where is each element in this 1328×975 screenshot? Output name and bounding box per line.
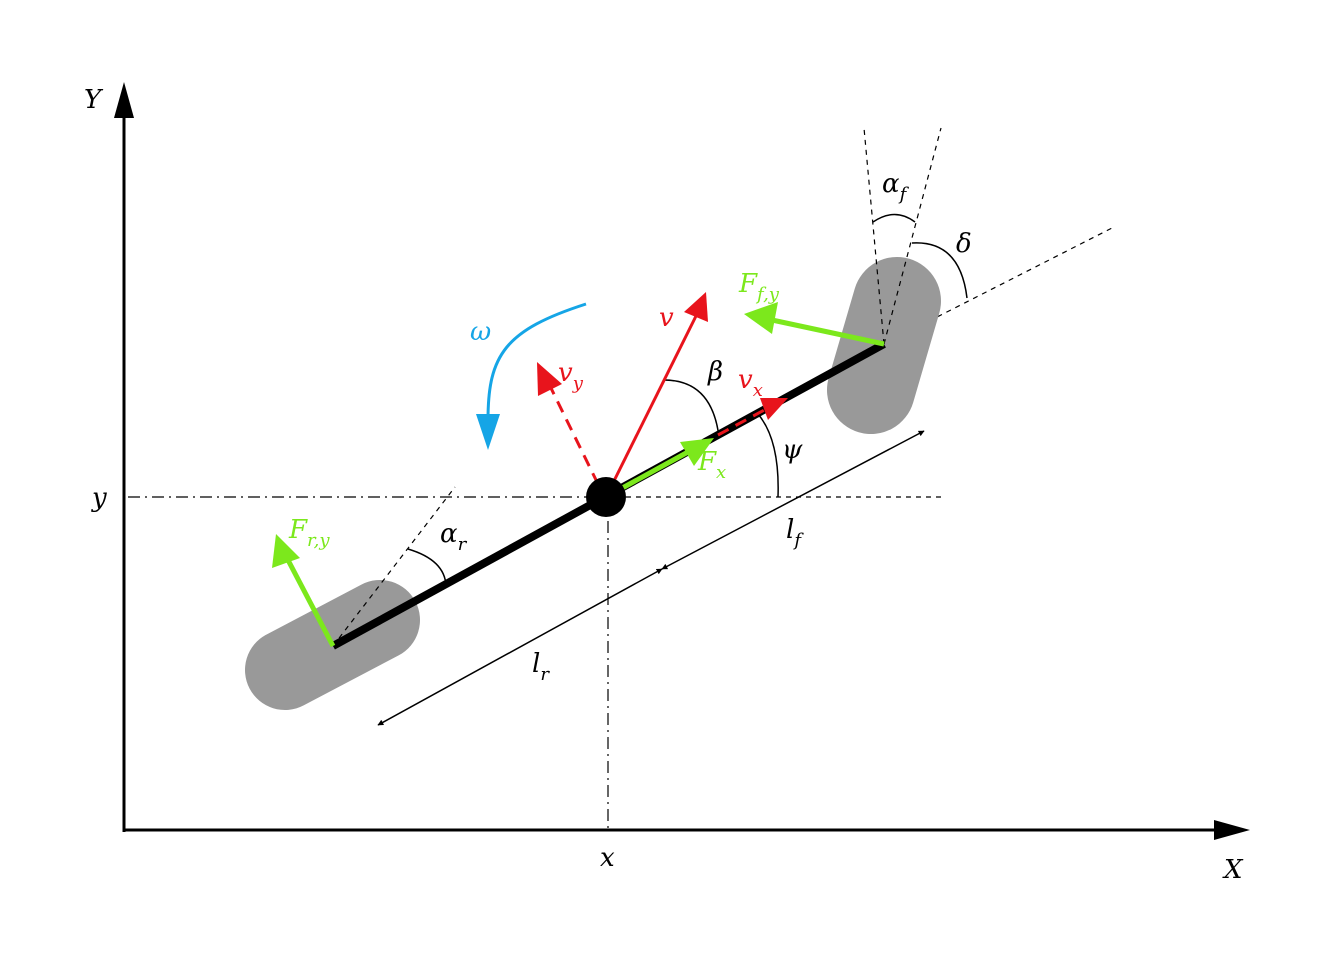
heading-angle-arc xyxy=(757,413,779,498)
vx-label: vx xyxy=(738,365,763,401)
psi-label: ψ xyxy=(782,435,803,465)
beta-label: β xyxy=(707,357,723,387)
velocity-vectors xyxy=(537,292,788,498)
vy-vector xyxy=(546,381,600,485)
sideslip-angle-arc xyxy=(663,379,720,438)
v-arrowhead xyxy=(684,292,708,322)
delta-label: δ xyxy=(956,229,972,259)
fry-vector xyxy=(285,558,336,648)
x-position-label: x xyxy=(600,843,615,873)
length-dimensions xyxy=(377,430,925,726)
front-wheel-angle-lines xyxy=(863,127,968,345)
vy-arrowhead xyxy=(537,362,562,396)
force-labels: Fx Ff,y Fr,y xyxy=(288,269,780,551)
center-of-gravity xyxy=(586,477,626,517)
alpha-f-label: αf xyxy=(882,169,910,205)
x-axis-arrowhead xyxy=(1214,820,1250,840)
axis-labels: Y X y x xyxy=(84,85,1244,885)
yaw-rate-arrow xyxy=(476,302,587,450)
fry-arrowhead xyxy=(272,534,300,568)
fx-label: Fx xyxy=(697,447,726,483)
vx-vector xyxy=(717,406,769,437)
x-axis-label: X xyxy=(1222,855,1244,885)
vx-arrowhead xyxy=(760,398,788,420)
y-axis-arrowhead xyxy=(114,82,134,118)
fry-label: Fr,y xyxy=(288,515,330,551)
force-vectors xyxy=(272,302,885,648)
fx-arrowhead xyxy=(680,438,714,466)
v-label: v xyxy=(659,303,674,333)
lf-label: lf xyxy=(786,515,804,551)
velocity-labels: v vy vx xyxy=(558,303,763,401)
ffy-arrowhead xyxy=(744,302,778,334)
lr-dimension-line xyxy=(377,568,663,726)
vy-label: vy xyxy=(558,358,584,394)
alpha-r-label: αr xyxy=(440,519,468,555)
lr-label: lr xyxy=(532,649,550,685)
ffy-label: Ff,y xyxy=(738,269,780,305)
y-axis-label: Y xyxy=(84,85,104,115)
y-position-label: y xyxy=(91,483,107,513)
lf-dimension-line xyxy=(661,430,925,570)
angle-labels: β ψ δ ω αf αr xyxy=(440,169,972,555)
omega-label: ω xyxy=(470,317,491,347)
length-labels: lf lr xyxy=(532,515,804,685)
ffy-vector xyxy=(771,317,885,347)
coordinate-axes xyxy=(114,82,1250,840)
v-vector xyxy=(604,311,700,498)
